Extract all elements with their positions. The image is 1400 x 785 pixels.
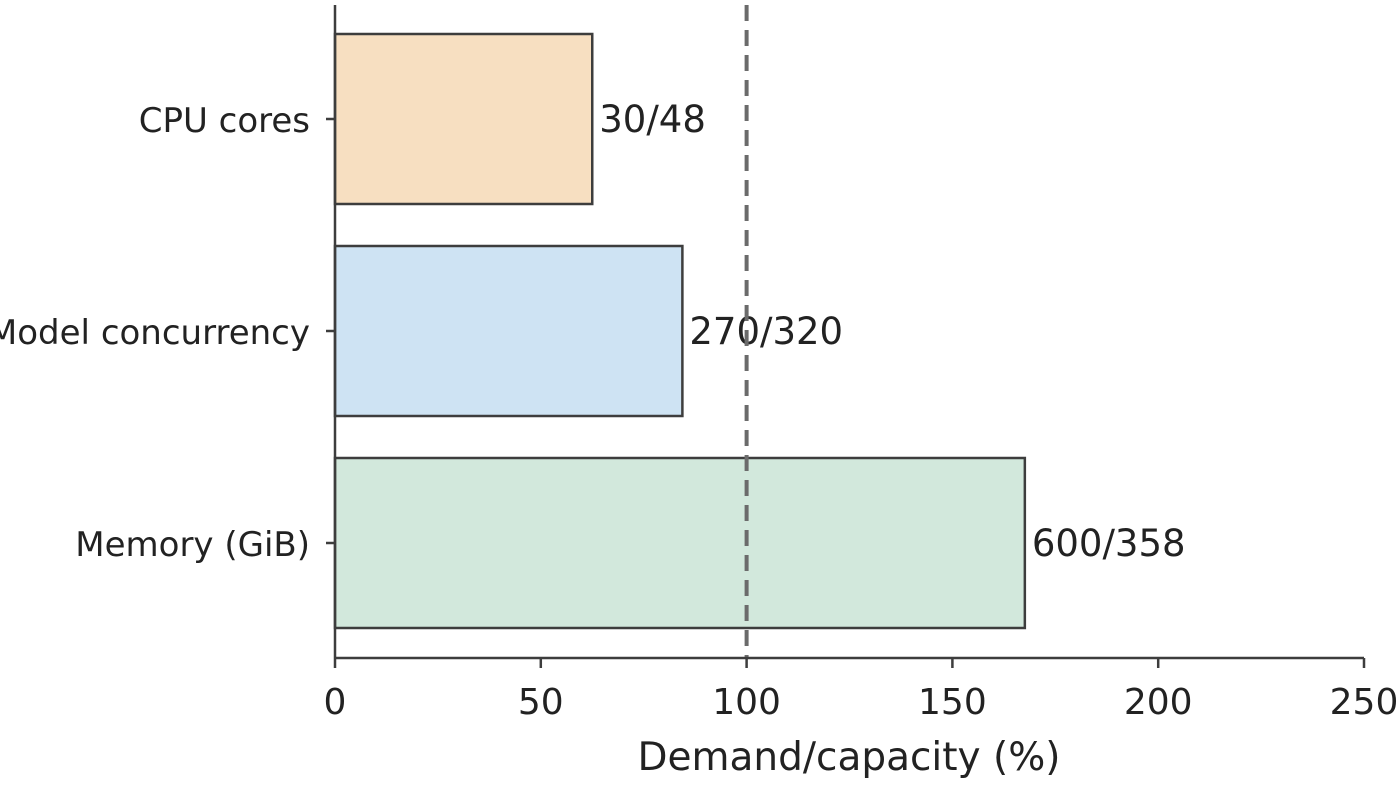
y-tick-label: Memory (GiB) <box>75 525 310 565</box>
x-tick-label: 100 <box>712 682 781 723</box>
x-tick-label: 250 <box>1330 682 1399 723</box>
x-tick-label: 200 <box>1124 682 1193 723</box>
y-tick-label: CPU cores <box>139 101 310 141</box>
x-tick-label: 50 <box>518 682 564 723</box>
x-tick-label: 0 <box>324 682 347 723</box>
bar-value-label: 600/358 <box>1032 522 1186 565</box>
bar-cpu-cores <box>333 32 594 206</box>
x-tick-label: 150 <box>918 682 987 723</box>
bar-value-label: 30/48 <box>599 98 706 141</box>
y-ticks-layer: CPU cores Model concurrency Memory (GiB) <box>0 101 335 565</box>
bar-memory-gib <box>333 456 1027 630</box>
bar-labels-layer: 30/48 270/320 600/358 <box>599 98 1185 565</box>
bar-model-concurrency <box>333 244 684 418</box>
x-ticks-layer: 0 50 100 150 200 250 <box>324 658 1399 723</box>
y-tick-label: Model concurrency <box>0 313 310 353</box>
bar-value-label: 270/320 <box>689 310 843 353</box>
x-axis-title: Demand/capacity (%) <box>637 735 1060 780</box>
bars-layer <box>333 32 1027 630</box>
